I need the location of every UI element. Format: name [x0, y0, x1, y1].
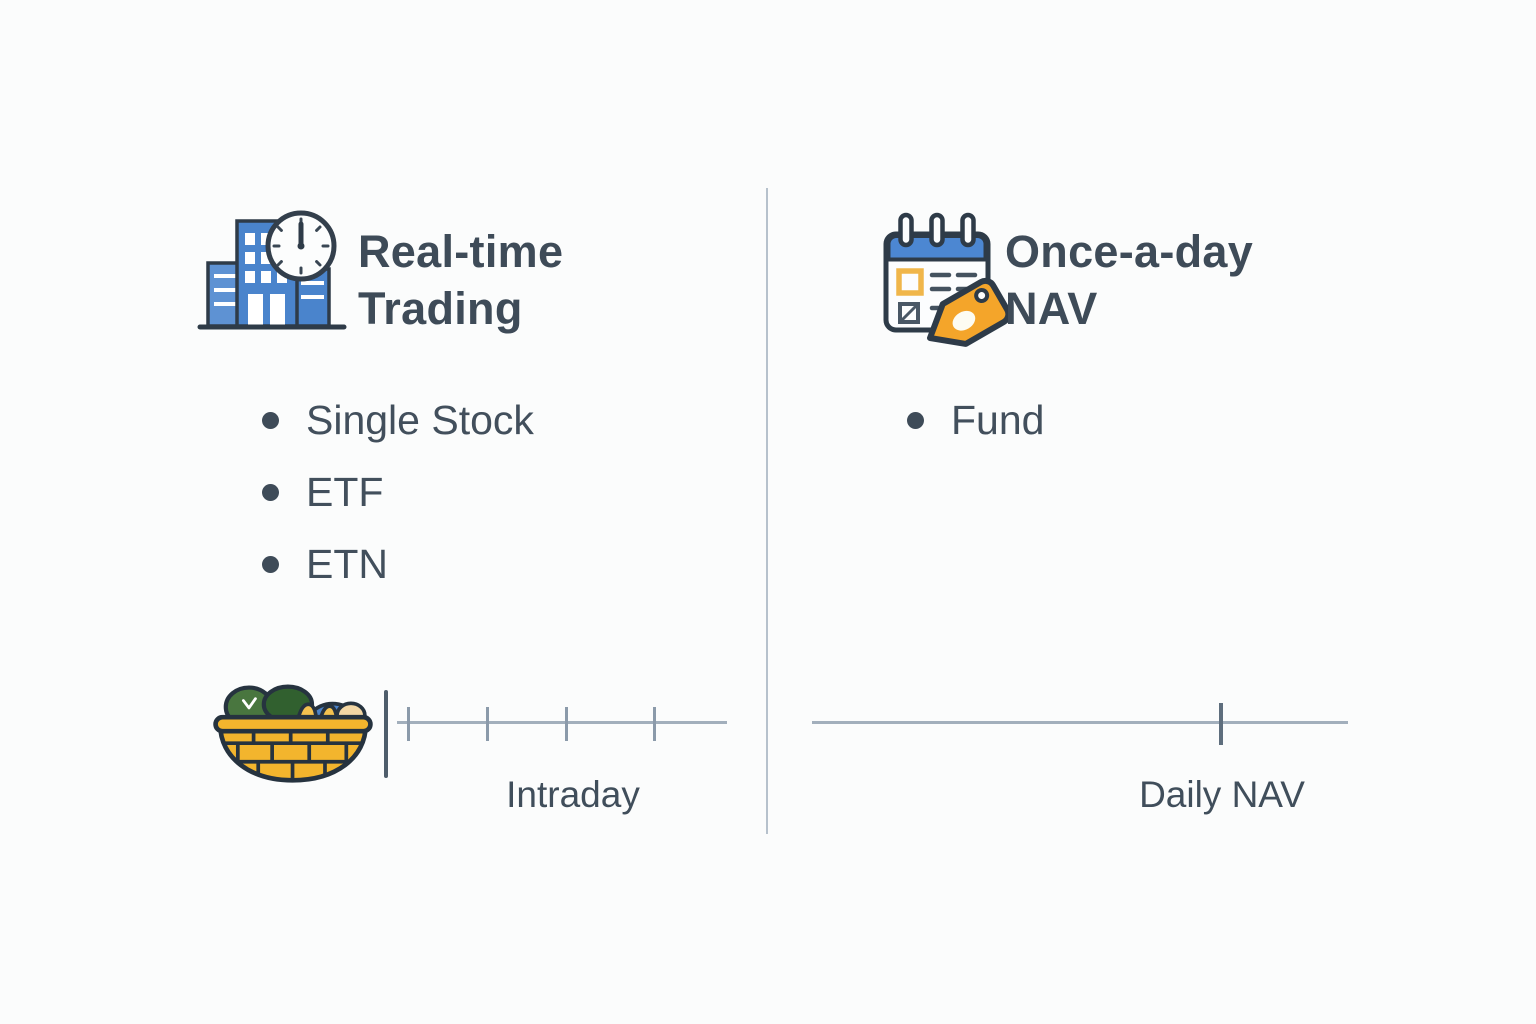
list-item: ETF [262, 468, 534, 516]
bullet-dot [907, 411, 924, 429]
bullet-dot [262, 411, 279, 429]
list-item-label: Fund [951, 396, 1045, 443]
list-item: ETN [262, 540, 534, 588]
right-title-line2: NAV [1005, 283, 1098, 334]
right-column-title: Once-a-day NAV [1005, 223, 1253, 337]
right-timeline-axis [812, 721, 1348, 724]
buildings-clock-icon [197, 206, 347, 331]
right-bullet-list: Fund [907, 396, 1044, 468]
list-item-label: Single Stock [306, 396, 534, 443]
left-column-title: Real-time Trading [358, 223, 563, 337]
calendar-price-tag-icon [876, 208, 1012, 348]
left-title-line2: Trading [358, 283, 523, 334]
left-timeline-start-bar [384, 690, 388, 778]
timeline-tick [653, 707, 656, 741]
left-timeline-label: Intraday [506, 774, 640, 815]
bullet-dot [262, 555, 279, 573]
list-item-label: ETF [306, 468, 384, 515]
left-bullet-list: Single Stock ETF ETN [262, 396, 534, 612]
list-item: Single Stock [262, 396, 534, 444]
timeline-tick [1219, 703, 1223, 745]
bullet-dot [262, 483, 279, 501]
left-timeline-axis [397, 721, 727, 724]
list-item: Fund [907, 396, 1044, 444]
right-timeline-label: Daily NAV [1139, 774, 1305, 815]
column-divider [766, 188, 768, 834]
right-title-line1: Once-a-day [1005, 226, 1254, 277]
list-item-label: ETN [306, 540, 388, 587]
timeline-tick [486, 707, 489, 741]
left-title-line1: Real-time [358, 226, 564, 277]
timeline-tick [407, 707, 410, 741]
produce-basket-icon [207, 682, 379, 784]
timeline-tick [565, 707, 568, 741]
